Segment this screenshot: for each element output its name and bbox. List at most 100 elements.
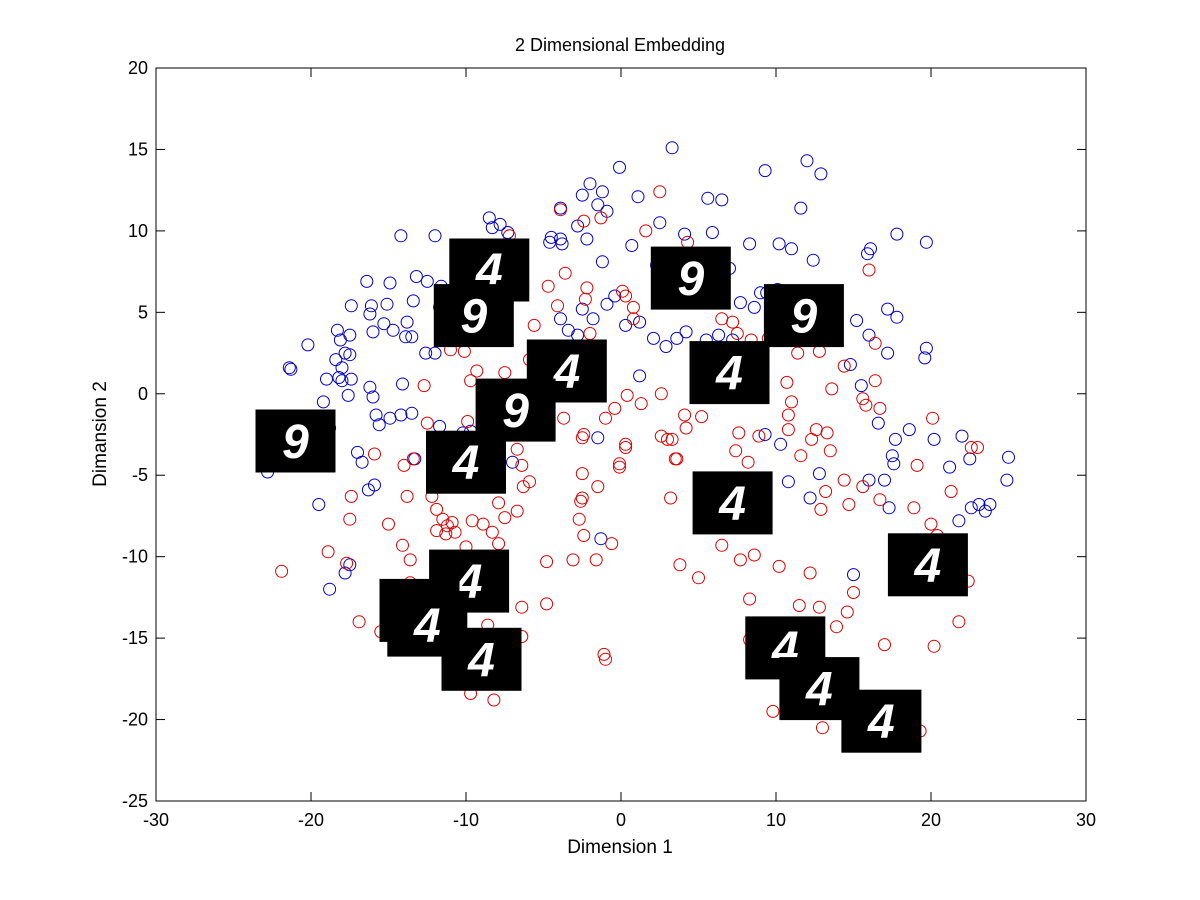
thumbnail-digit: 4 bbox=[715, 348, 743, 401]
scatter-point-blue bbox=[580, 232, 594, 246]
scatter-point-blue bbox=[878, 473, 891, 487]
scatter-point-blue bbox=[812, 467, 826, 481]
scatter-point-blue bbox=[396, 377, 409, 391]
scatter-point-blue bbox=[591, 198, 605, 212]
thumbnail-background bbox=[689, 341, 770, 405]
scatter-point-blue bbox=[854, 379, 868, 393]
scatter-point-red bbox=[910, 458, 924, 472]
scatter-point-blue bbox=[493, 217, 507, 231]
scatter-point-blue bbox=[715, 193, 729, 207]
scatter-point-red bbox=[574, 494, 588, 508]
scatter-point-blue bbox=[555, 237, 569, 251]
scatter-point-blue bbox=[282, 361, 296, 375]
scatter-point-blue bbox=[482, 211, 496, 225]
scatter-point-blue bbox=[361, 483, 375, 497]
scatter-point-red bbox=[664, 491, 678, 505]
digit-thumbnail: 4 bbox=[426, 430, 506, 494]
scatter-point-red bbox=[654, 387, 668, 401]
scatter-point-blue bbox=[705, 226, 719, 239]
scatter-point-red bbox=[878, 638, 891, 652]
y-tick-label: -25 bbox=[122, 791, 148, 811]
scatter-point-red bbox=[541, 279, 555, 293]
scatter-point-blue bbox=[794, 201, 808, 215]
scatter-point-red bbox=[673, 558, 687, 572]
scatter-point-red bbox=[639, 224, 653, 238]
scatter-point-red bbox=[730, 327, 744, 340]
scatter-point-blue bbox=[554, 312, 567, 326]
scatter-point-blue bbox=[363, 380, 377, 394]
scatter-point-blue bbox=[882, 501, 896, 515]
scatter-point-blue bbox=[343, 558, 357, 572]
scatter-point-blue bbox=[544, 230, 558, 244]
scatter-point-red bbox=[803, 566, 817, 580]
y-tick-label: -20 bbox=[122, 710, 148, 730]
scatter-point-red bbox=[743, 592, 757, 606]
scatter-point-red bbox=[780, 375, 794, 389]
scatter-point-blue bbox=[406, 294, 420, 308]
scatter-point-red bbox=[715, 538, 729, 552]
scatter-point-blue bbox=[485, 221, 499, 235]
y-tick-label: -10 bbox=[122, 547, 148, 567]
scatter-point-blue bbox=[400, 315, 414, 329]
scatter-point-blue bbox=[758, 164, 772, 178]
scatter-point-blue bbox=[335, 374, 349, 388]
scatter-point-blue bbox=[653, 216, 667, 230]
scatter-point-red bbox=[805, 432, 819, 446]
scatter-point-red bbox=[695, 410, 709, 424]
scatter-point-red bbox=[814, 502, 828, 516]
scatter-point-blue bbox=[399, 330, 413, 344]
scatter-point-blue bbox=[386, 323, 400, 337]
scatter-point-blue bbox=[506, 455, 519, 469]
scatter-point-blue bbox=[678, 227, 692, 241]
scatter-point-blue bbox=[301, 338, 315, 352]
scatter-point-red bbox=[752, 429, 766, 443]
scatter-point-blue bbox=[405, 406, 419, 420]
scatter-point-red bbox=[397, 458, 411, 472]
scatter-point-red bbox=[856, 392, 870, 406]
scatter-point-blue bbox=[659, 340, 673, 353]
scatter-point-red bbox=[741, 455, 755, 469]
scatter-point-red bbox=[527, 318, 541, 332]
scatter-point-blue bbox=[428, 229, 442, 243]
scatter-point-blue bbox=[881, 302, 895, 316]
scatter-point-red bbox=[944, 485, 958, 498]
y-tick-label: -5 bbox=[132, 465, 148, 485]
scatter-point-blue bbox=[380, 297, 394, 311]
scatter-point-blue bbox=[360, 274, 374, 288]
scatter-point-red bbox=[492, 496, 506, 510]
thumbnail-digit: 4 bbox=[867, 696, 895, 749]
scatter-point-blue bbox=[330, 323, 344, 337]
scatter-point-red bbox=[605, 537, 619, 551]
x-axis-ticks: -30 -20 -10 0 10 20 30 bbox=[143, 68, 1096, 830]
scatter-point-red bbox=[344, 489, 358, 503]
scatter-point-red bbox=[840, 605, 854, 619]
scatter-point-blue bbox=[633, 315, 647, 329]
scatter-point-red bbox=[400, 489, 414, 503]
scatter-point-red bbox=[476, 517, 490, 531]
x-tick-label: -20 bbox=[298, 810, 324, 830]
y-tick-label: 20 bbox=[128, 58, 148, 78]
scatter-point-blue bbox=[613, 160, 626, 174]
scatter-point-red bbox=[515, 600, 529, 614]
scatter-point-red bbox=[577, 214, 591, 228]
scatter-point-blue bbox=[394, 229, 408, 243]
scatter-point-red bbox=[785, 395, 798, 409]
digit-thumbnail: 4 bbox=[692, 471, 773, 535]
thumbnail-background bbox=[650, 246, 731, 310]
digit-thumbnail: 4 bbox=[689, 341, 770, 405]
scatter-point-red bbox=[275, 564, 289, 578]
scatter-point-blue bbox=[419, 346, 433, 360]
scatter-point-red bbox=[873, 401, 887, 415]
scatter-point-blue bbox=[885, 449, 899, 463]
scatter-point-blue bbox=[952, 514, 966, 528]
scatter-point-red bbox=[665, 432, 679, 446]
scatter-point-blue bbox=[341, 388, 355, 402]
digit-thumbnail: 4 bbox=[441, 627, 522, 691]
scatter-point-red bbox=[461, 415, 475, 428]
scatter-point-blue bbox=[583, 177, 597, 191]
scatter-point-red bbox=[417, 379, 431, 393]
scatter-point-blue bbox=[747, 300, 761, 314]
scatter-point-red bbox=[830, 620, 843, 634]
